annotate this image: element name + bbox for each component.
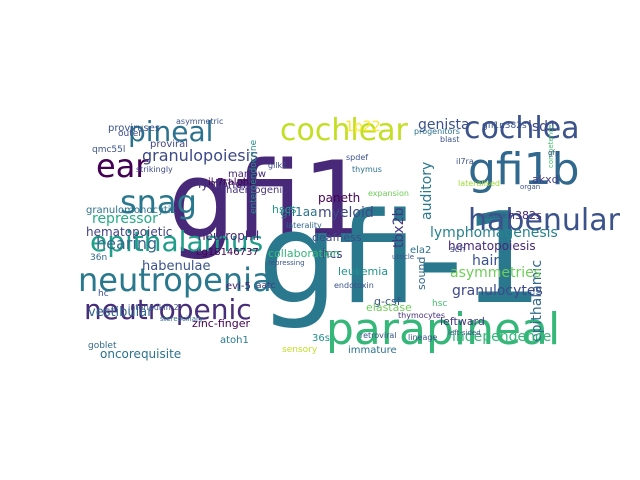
word: marrow — [228, 169, 266, 180]
word: aatc — [256, 281, 276, 291]
word: gfi1aa — [280, 205, 318, 219]
word: gfi1n382s — [482, 121, 527, 131]
word: collaboration — [268, 247, 340, 260]
word: lymphomagenesis — [430, 225, 558, 241]
word: asymmetric — [176, 117, 224, 126]
word: sound — [415, 256, 428, 290]
word: g-csf — [374, 295, 401, 308]
word: mature — [478, 211, 507, 220]
word: sch — [450, 245, 466, 255]
word: n382s — [508, 209, 542, 222]
word: akxd — [532, 173, 559, 186]
word: habenular — [468, 203, 620, 238]
word: cochlear — [280, 113, 408, 148]
word: immature — [348, 345, 397, 356]
word: leukemia — [338, 265, 389, 278]
word: tbx2b — [391, 207, 407, 248]
word: retroviral — [360, 331, 397, 340]
word: paneth — [318, 191, 361, 205]
word: lymphoid — [198, 177, 254, 191]
word: neutropenic — [84, 293, 252, 326]
word: endotoxin — [334, 281, 374, 290]
word: neutropenia — [78, 261, 272, 299]
word: neutrophil — [198, 229, 260, 243]
word: zinc-finger — [192, 317, 250, 330]
word: strikingly — [136, 165, 173, 174]
word: stereociliary — [160, 315, 204, 323]
word: leftward — [440, 315, 485, 328]
word: ela2 — [410, 245, 432, 256]
word: lsd1 — [528, 119, 557, 135]
word: lineage — [408, 333, 438, 342]
word: cochlea — [464, 111, 580, 146]
word: repressing — [268, 259, 305, 267]
word: thymocytes — [398, 311, 445, 320]
word: lateralised — [458, 179, 500, 188]
word: hematopoietic — [86, 225, 173, 239]
word: parapineal — [326, 304, 561, 355]
word: snag — [120, 183, 197, 221]
word: granulomonocytic — [86, 205, 177, 216]
word: gilk1 — [268, 161, 288, 170]
word: vestibular — [88, 305, 153, 320]
word: outer — [118, 129, 142, 139]
word: proviral — [150, 139, 189, 150]
word: progenitors — [414, 127, 460, 136]
word: gfp — [548, 149, 560, 157]
word: elastase — [366, 301, 412, 314]
word: qmc55l — [92, 145, 126, 155]
word: goblet — [88, 341, 117, 351]
word: habenulae — [142, 259, 211, 274]
word: laterality — [286, 221, 322, 230]
word: pineal — [128, 115, 214, 148]
word: genista — [418, 117, 470, 133]
word: hair — [472, 253, 500, 269]
word: expansion — [368, 189, 409, 198]
word: 36s — [312, 333, 330, 344]
word: spdef — [346, 153, 369, 162]
word: enteroendocrine — [249, 139, 259, 214]
word: granulopoiesis — [142, 146, 259, 165]
word: sensory — [282, 345, 318, 355]
word: utricle — [392, 253, 415, 261]
word: hearing — [96, 234, 158, 253]
word: cg18146737 — [196, 247, 259, 258]
word: organ — [520, 183, 541, 191]
word: granulocytes — [452, 283, 543, 299]
word: il7ra — [456, 157, 474, 166]
word: left-sided — [448, 329, 481, 337]
word: epithalamus — [90, 225, 264, 258]
word: hsc — [432, 299, 448, 309]
word: hcs — [322, 247, 343, 261]
word: deafness — [312, 231, 362, 244]
word: atoh1 — [220, 335, 249, 346]
word: asymmetries — [450, 265, 542, 281]
word: interleukin-2 — [128, 303, 179, 312]
word: gfi1b — [468, 144, 580, 195]
word: il-7ralpha — [208, 177, 256, 188]
word: oncorequisite — [100, 347, 182, 361]
word: ear — [96, 147, 149, 185]
word: independence — [452, 329, 552, 345]
word: thymus — [352, 165, 382, 174]
word: blast — [440, 135, 460, 144]
word: hematopoiesis — [448, 239, 536, 253]
word: competence — [547, 124, 555, 168]
word: gfi1 — [168, 139, 370, 262]
word: repressor — [92, 211, 158, 227]
word: evi-5 — [226, 281, 251, 292]
word: myeloid — [318, 205, 374, 221]
word: hscs — [272, 203, 297, 216]
word: hc — [98, 289, 109, 299]
word: haemogenic — [226, 185, 288, 196]
word: 1p22 — [345, 119, 381, 135]
word: auditory — [419, 161, 435, 220]
word: gfi-1 — [258, 185, 543, 332]
word: 36n — [90, 253, 108, 263]
word: proviruses — [108, 123, 161, 134]
